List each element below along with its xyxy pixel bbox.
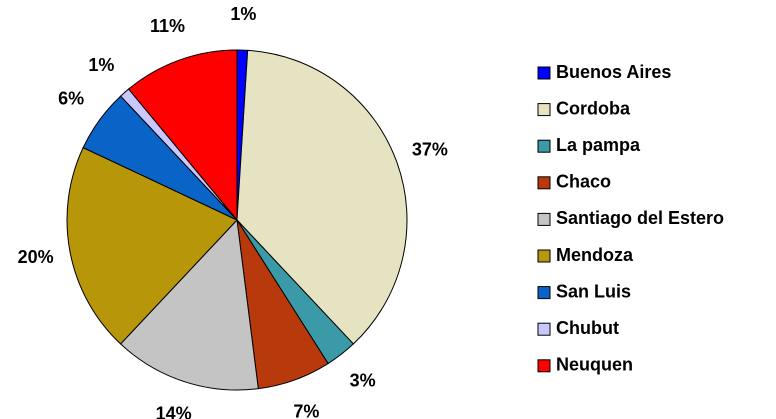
legend-label: San Luis bbox=[556, 281, 631, 301]
data-label: 7% bbox=[293, 402, 319, 419]
legend-label: Santiago del Estero bbox=[556, 208, 724, 228]
legend-swatch bbox=[537, 322, 551, 336]
legend-label: Cordoba bbox=[556, 98, 631, 118]
legend-swatch bbox=[537, 66, 551, 80]
legend-swatch bbox=[537, 286, 551, 300]
legend-label: Buenos Aires bbox=[556, 62, 671, 82]
data-label: 1% bbox=[88, 55, 114, 75]
pie-slice bbox=[119, 218, 259, 391]
data-label: 1% bbox=[230, 4, 256, 24]
legend-swatch bbox=[537, 249, 551, 263]
legend-swatch bbox=[537, 176, 551, 190]
data-label: 37% bbox=[412, 139, 448, 159]
legend-swatch bbox=[537, 212, 551, 226]
legend-label: La pampa bbox=[556, 135, 641, 155]
legend-swatch bbox=[537, 359, 551, 373]
legend-swatch bbox=[537, 139, 551, 153]
data-label: 3% bbox=[350, 371, 376, 391]
data-label: 6% bbox=[58, 88, 84, 108]
data-label: 20% bbox=[18, 247, 54, 267]
legend-label: Neuquen bbox=[556, 355, 633, 375]
data-label: 14% bbox=[156, 404, 192, 419]
legend-label: Chaco bbox=[556, 172, 611, 192]
pie-slice bbox=[127, 49, 238, 222]
legend-label: Mendoza bbox=[556, 245, 634, 265]
pie-slice bbox=[236, 49, 408, 345]
legend-label: Chubut bbox=[556, 318, 619, 338]
legend-swatch bbox=[537, 103, 551, 117]
data-label: 11% bbox=[150, 16, 185, 36]
pie-slice bbox=[66, 146, 238, 345]
